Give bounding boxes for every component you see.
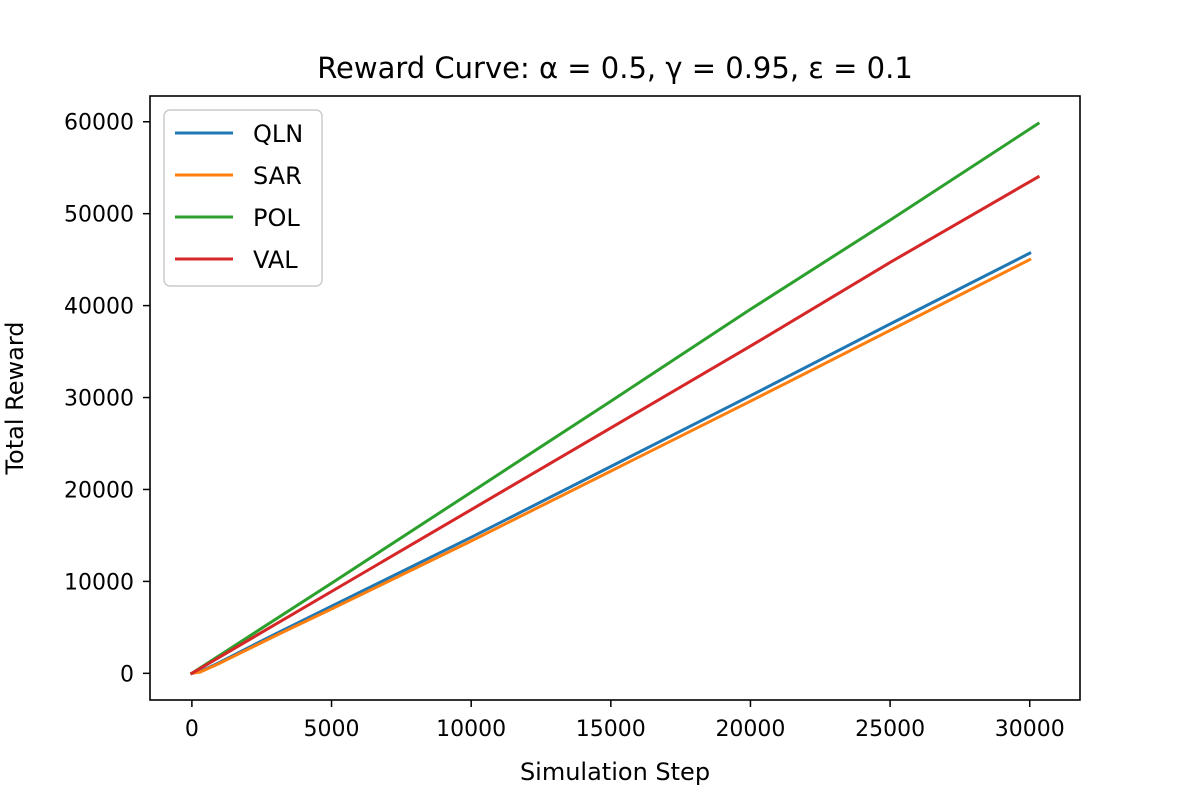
y-tick-label: 10000	[64, 570, 134, 595]
legend-items: QLN SAR POL VAL	[175, 120, 303, 274]
plot-area	[149, 95, 1081, 701]
y-tick-label: 40000	[64, 295, 134, 320]
x-tick-label: 25000	[855, 717, 925, 742]
x-tick-label: 15000	[576, 717, 646, 742]
x-tick-label: 5000	[304, 717, 360, 742]
legend-label-pol: POL	[253, 204, 300, 232]
legend-label-val: VAL	[253, 246, 298, 274]
legend-box	[163, 109, 323, 287]
x-tick-label: 0	[185, 717, 199, 742]
y-tick-label: 20000	[64, 478, 134, 503]
y-axis-ticks: 0 10000 20000 30000 40000 50000 60000	[64, 111, 150, 687]
y-tick-label: 60000	[64, 111, 134, 136]
y-tick-label: 30000	[64, 387, 134, 412]
series-line-sar	[190, 257, 1032, 676]
legend: QLN SAR POL VAL	[163, 109, 323, 287]
legend-label-sar: SAR	[253, 162, 302, 190]
x-axis-label: Simulation Step	[520, 758, 710, 786]
x-tick-label: 20000	[715, 717, 785, 742]
series-line-pol	[189, 121, 1041, 676]
series-line-val	[189, 174, 1041, 676]
y-tick-label: 0	[120, 662, 134, 687]
x-tick-label: 30000	[995, 717, 1065, 742]
x-axis-ticks: 0 5000 10000 15000 20000 25000 30000	[185, 700, 1065, 742]
x-tick-label: 10000	[436, 717, 506, 742]
chart-title: Reward Curve: α = 0.5, γ = 0.95, ε = 0.1	[317, 51, 913, 85]
y-axis-label: Total Reward	[1, 321, 29, 475]
series-layer	[189, 121, 1041, 676]
y-tick-label: 50000	[64, 203, 134, 228]
legend-label-qln: QLN	[253, 120, 303, 148]
